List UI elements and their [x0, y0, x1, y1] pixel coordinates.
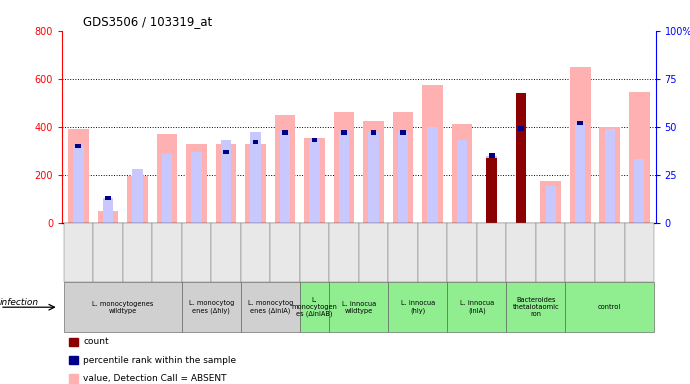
Bar	[388, 223, 418, 282]
Bar	[629, 92, 649, 223]
Bar	[191, 152, 201, 223]
Bar	[309, 140, 319, 223]
Bar	[363, 121, 384, 223]
Bar	[105, 195, 111, 200]
Bar	[536, 223, 566, 282]
Bar	[157, 134, 177, 223]
Bar	[393, 113, 413, 223]
Bar	[73, 146, 83, 223]
Bar	[215, 144, 236, 223]
Bar	[329, 282, 388, 332]
Text: GDS3506 / 103319_at: GDS3506 / 103319_at	[83, 15, 212, 28]
Bar	[241, 223, 270, 282]
Bar	[211, 223, 241, 282]
Bar	[253, 140, 258, 144]
Bar	[97, 211, 118, 223]
Text: L. monocytogenes
wildtype: L. monocytogenes wildtype	[92, 301, 153, 314]
Text: L. innocua
(inlA): L. innocua (inlA)	[460, 300, 494, 314]
Bar	[127, 176, 148, 223]
Bar	[339, 132, 349, 223]
Bar	[506, 282, 566, 332]
Bar	[595, 223, 624, 282]
Bar	[334, 113, 355, 223]
Bar	[359, 223, 388, 282]
Bar	[600, 127, 620, 223]
Text: Bacteroides
thetaiotaomic
ron: Bacteroides thetaiotaomic ron	[513, 297, 560, 317]
Bar	[63, 223, 93, 282]
Bar	[566, 282, 654, 332]
Bar	[489, 153, 495, 158]
Bar	[304, 137, 325, 223]
Text: percentile rank within the sample: percentile rank within the sample	[83, 356, 237, 365]
Bar	[388, 282, 447, 332]
Text: L. innocua
(hly): L. innocua (hly)	[401, 300, 435, 314]
Bar	[223, 149, 229, 154]
Bar	[486, 158, 497, 223]
Bar	[68, 129, 89, 223]
Bar	[575, 123, 585, 223]
Bar	[63, 282, 181, 332]
Bar	[152, 223, 181, 282]
Bar	[186, 144, 207, 223]
Bar	[634, 159, 644, 223]
Bar	[299, 223, 329, 282]
Bar	[578, 121, 583, 125]
Bar	[93, 223, 123, 282]
Bar	[75, 144, 81, 148]
Bar	[400, 130, 406, 135]
Bar	[427, 127, 437, 223]
Bar	[280, 132, 290, 223]
Bar	[422, 85, 443, 223]
Bar	[132, 169, 143, 223]
Bar	[566, 223, 595, 282]
Bar	[312, 138, 317, 142]
Bar	[452, 124, 473, 223]
Text: L. monocytog
enes (ΔinlA): L. monocytog enes (ΔinlA)	[248, 300, 293, 314]
Bar	[299, 282, 329, 332]
Bar	[447, 223, 477, 282]
Bar	[447, 282, 506, 332]
Bar	[69, 374, 78, 383]
Bar	[604, 129, 615, 223]
Text: L. monocytog
enes (Δhly): L. monocytog enes (Δhly)	[188, 300, 234, 314]
Bar	[624, 223, 654, 282]
Bar	[282, 130, 288, 135]
Bar	[418, 223, 447, 282]
Text: control: control	[598, 304, 622, 310]
Bar	[221, 140, 231, 223]
Text: count: count	[83, 337, 109, 346]
Bar	[546, 186, 556, 223]
Text: infection: infection	[0, 298, 39, 307]
Bar	[275, 115, 295, 223]
Bar	[516, 93, 526, 223]
Bar	[368, 132, 379, 223]
Bar	[341, 130, 347, 135]
Bar	[123, 223, 152, 282]
Bar	[518, 126, 524, 131]
Bar	[69, 356, 78, 364]
Bar	[245, 144, 266, 223]
Text: L. innocua
wildtype: L. innocua wildtype	[342, 301, 376, 314]
Bar	[371, 130, 377, 135]
Bar	[486, 156, 497, 223]
Bar	[570, 67, 591, 223]
Bar	[103, 198, 113, 223]
Bar	[161, 154, 172, 223]
Text: value, Detection Call = ABSENT: value, Detection Call = ABSENT	[83, 374, 227, 383]
Bar	[457, 140, 467, 223]
Bar	[181, 282, 241, 332]
Bar	[477, 223, 506, 282]
Bar	[329, 223, 359, 282]
Bar	[69, 338, 78, 346]
Bar	[181, 223, 211, 282]
Bar	[250, 132, 261, 223]
Bar	[540, 181, 561, 223]
Text: L.
monocytogen
es (ΔinlAB): L. monocytogen es (ΔinlAB)	[292, 297, 337, 318]
Bar	[398, 132, 408, 223]
Bar	[506, 223, 536, 282]
Bar	[241, 282, 299, 332]
Bar	[270, 223, 299, 282]
